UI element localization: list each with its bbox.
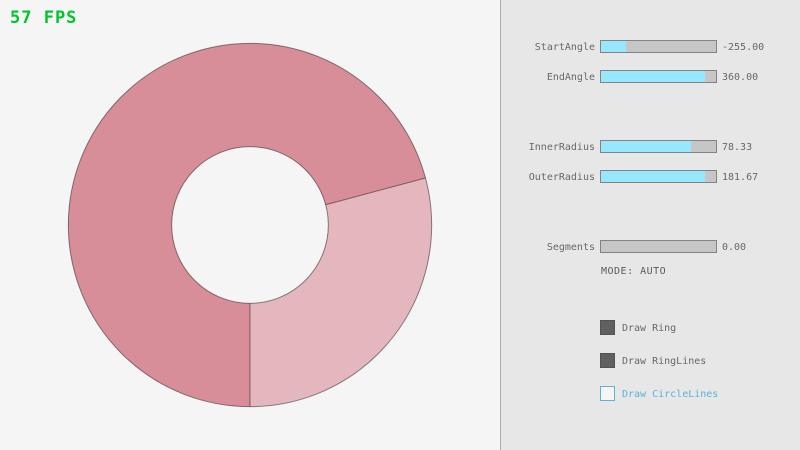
slider-outerradius-label: OuterRadius <box>528 172 595 183</box>
checkbox-draw-circlelines-label: Draw CircleLines <box>622 389 719 400</box>
slider-row-startangle: StartAngle -255.00 <box>501 40 800 53</box>
slider-innerradius-value: 78.33 <box>722 142 753 153</box>
slider-startangle-value: -255.00 <box>722 42 765 53</box>
slider-innerradius-bar[interactable] <box>600 140 717 153</box>
slider-startangle-bar[interactable] <box>600 40 717 53</box>
slider-row-segments: Segments 0.00 <box>501 240 800 253</box>
slider-endangle-fill <box>601 71 705 82</box>
slider-endangle-bar[interactable] <box>600 70 717 83</box>
slider-startangle-label: StartAngle <box>534 42 595 53</box>
slider-outerradius-value: 181.67 <box>722 172 759 183</box>
slider-segments-bar[interactable] <box>600 240 717 253</box>
checkbox-draw-ringlines-label: Draw RingLines <box>622 356 707 367</box>
slider-startangle-fill <box>601 41 626 52</box>
slider-segments-value: 0.00 <box>722 242 747 253</box>
slider-row-endangle: EndAngle 360.00 <box>501 70 800 83</box>
slider-segments-label: Segments <box>546 242 595 253</box>
checkbox-draw-circlelines: Draw CircleLines <box>501 386 800 401</box>
checkbox-draw-ringlines-box[interactable] <box>600 353 615 368</box>
slider-row-innerradius: InnerRadius 78.33 <box>501 140 800 153</box>
slider-outerradius-bar[interactable] <box>600 170 717 183</box>
slider-outerradius-fill <box>601 171 706 182</box>
fps-counter: 57 FPS <box>10 8 78 28</box>
mode-label: MODE: AUTO <box>601 266 667 277</box>
checkbox-draw-ring: Draw Ring <box>501 320 800 335</box>
slider-row-outerradius: OuterRadius 181.67 <box>501 170 800 183</box>
slider-endangle-label: EndAngle <box>546 72 595 83</box>
slider-endangle-value: 360.00 <box>722 72 759 83</box>
slider-innerradius-label: InnerRadius <box>528 142 595 153</box>
checkbox-draw-circlelines-box[interactable] <box>600 386 615 401</box>
checkbox-draw-ringlines: Draw RingLines <box>501 353 800 368</box>
checkbox-draw-ring-box[interactable] <box>600 320 615 335</box>
slider-innerradius-fill <box>601 141 692 152</box>
controls-panel: StartAngle -255.00 EndAngle 360.00 Inner… <box>500 0 800 450</box>
checkbox-draw-ring-label: Draw Ring <box>622 323 677 334</box>
ring-chart <box>67 42 433 408</box>
